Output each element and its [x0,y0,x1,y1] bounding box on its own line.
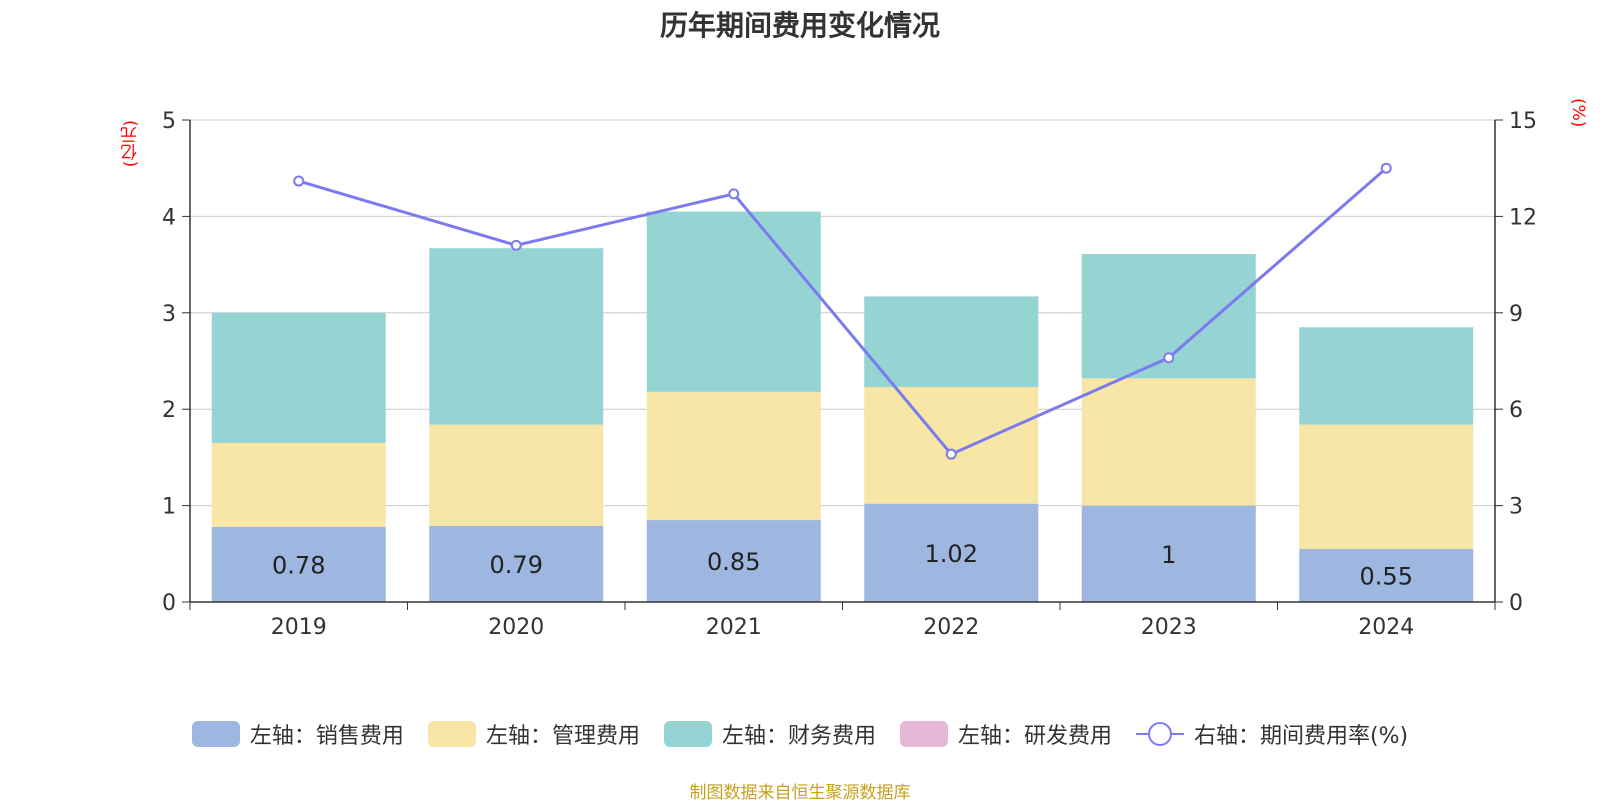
bar-0-2024 [1299,548,1474,602]
right-axis-unit: (%) [1568,98,1588,128]
right-axis-tick-label: 6 [1509,398,1523,423]
expense-rate-point [1380,162,1392,174]
left-axis-tick-label: 3 [162,302,176,327]
right-axis-tick-label: 15 [1509,109,1537,134]
left-axis-tick-label: 4 [162,205,176,230]
legend-item-finance[interactable]: 左轴：财务费用 [663,718,876,750]
bar-data-label: 0.85 [707,548,760,576]
bar-1-2022 [864,387,1039,504]
x-axis-tick-label: 2023 [1141,615,1197,640]
bar-1-2024 [1299,424,1474,549]
left-axis-tick-label: 0 [162,591,176,616]
x-axis-tick-label: 2022 [923,615,979,640]
legend-swatch-admin [427,721,476,747]
bar-data-label: 0.78 [272,551,325,579]
legend-label-rnd: 左轴：研发费用 [957,724,1112,749]
expense-rate-point [510,239,522,251]
left-axis-tick-label: 5 [162,109,176,134]
bar-2-2020 [429,248,604,425]
left-axis-tick-label: 2 [162,398,176,423]
bar-1-2023 [1081,378,1256,506]
legend-label-admin: 左轴：管理费用 [485,724,640,749]
bar-2-2021 [646,211,821,392]
data-source-note: 制图数据来自恒生聚源数据库 [689,783,911,803]
legend-item-rnd[interactable]: 左轴：研发费用 [899,718,1112,750]
bar-data-label: 1 [1161,541,1176,569]
legend-item-expense-rate[interactable]: 右轴：期间费用率(%) [1135,718,1409,750]
bar-1-2020 [429,424,604,526]
expense-rate-point [945,448,957,460]
legend: 左轴：销售费用 左轴：管理费用 左轴：财务费用 左轴：研发费用 右轴：期间费用率… [0,718,1600,750]
bar-data-label: 0.79 [490,551,543,579]
bar-1-2021 [646,391,821,521]
bar-0-2022 [864,503,1039,602]
bar-data-label: 1.02 [925,540,978,568]
legend-label-expense-rate: 右轴：期间费用率(%) [1193,724,1409,749]
expense-rate-point [293,175,305,187]
legend-item-sales[interactable]: 左轴：销售费用 [191,718,404,750]
right-axis-tick-label: 12 [1509,205,1537,230]
legend-label-finance: 左轴：财务费用 [721,724,876,749]
legend-swatch-sales [191,721,240,747]
bar-data-label: 0.55 [1360,562,1413,590]
bar-2-2022 [864,296,1039,388]
right-axis-tick-label: 0 [1509,591,1523,616]
bar-1-2019 [211,442,386,527]
x-axis-tick-label: 2024 [1358,615,1414,640]
bar-0-2020 [429,525,604,602]
expense-rate-line [298,167,1388,457]
x-axis-tick-label: 2020 [488,615,544,640]
x-axis-tick-label: 2021 [706,615,762,640]
x-axis-tick-label: 2019 [271,615,327,640]
bar-2-2019 [211,312,386,443]
bar-2-2024 [1299,327,1474,425]
expense-rate-point [728,188,740,200]
legend-swatch-rnd [899,721,948,747]
legend-label-sales: 左轴：销售费用 [249,724,404,749]
chart-title: 历年期间费用变化情况 [659,9,940,42]
left-axis-tick-label: 1 [162,495,176,520]
bar-0-2021 [646,520,821,602]
legend-item-admin[interactable]: 左轴：管理费用 [427,718,640,750]
bar-0-2019 [211,526,386,602]
legend-swatch-expense-rate [1135,721,1184,747]
bar-0-2023 [1081,505,1256,602]
legend-swatch-finance [663,721,712,747]
right-axis-tick-label: 9 [1509,302,1523,327]
expense-rate-point [1163,352,1175,364]
right-axis-tick-label: 3 [1509,495,1523,520]
